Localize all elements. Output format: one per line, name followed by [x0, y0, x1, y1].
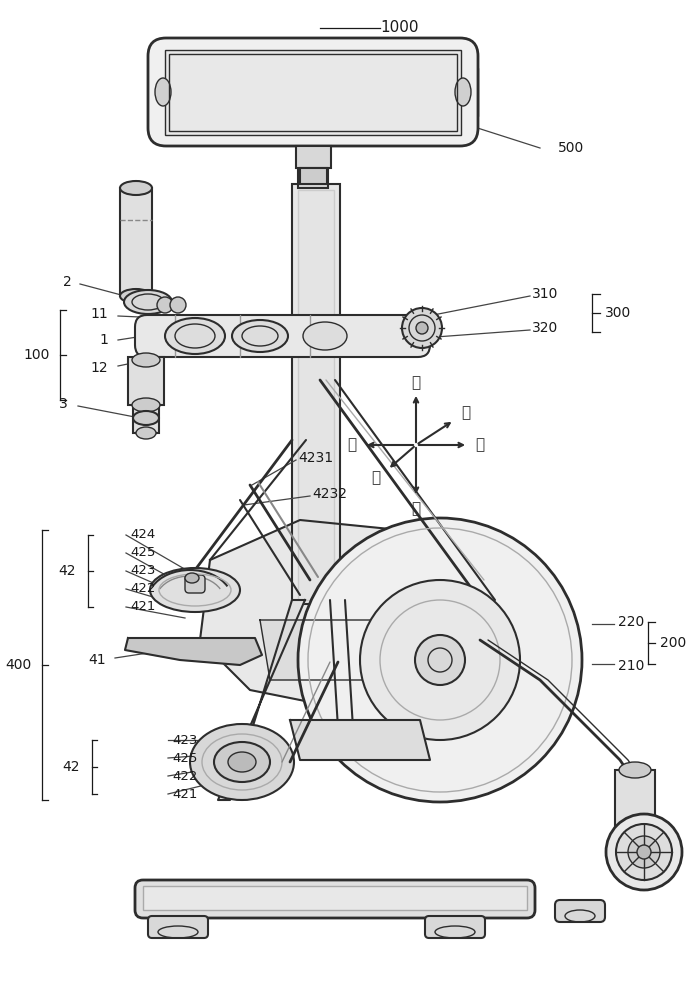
- Ellipse shape: [214, 742, 270, 782]
- Bar: [298, 168, 328, 188]
- Bar: [128, 357, 164, 405]
- Ellipse shape: [402, 308, 442, 348]
- Ellipse shape: [232, 320, 288, 352]
- FancyBboxPatch shape: [148, 916, 208, 938]
- Ellipse shape: [157, 297, 173, 313]
- Text: 41: 41: [88, 653, 106, 667]
- Text: 300: 300: [605, 306, 631, 320]
- Text: 42: 42: [59, 564, 76, 578]
- Polygon shape: [125, 638, 262, 665]
- Ellipse shape: [136, 427, 156, 439]
- Polygon shape: [218, 600, 305, 800]
- FancyBboxPatch shape: [135, 880, 535, 918]
- Text: 425: 425: [130, 546, 155, 560]
- Bar: [143, 886, 527, 910]
- Polygon shape: [290, 720, 430, 760]
- Text: 425: 425: [172, 752, 197, 764]
- Bar: [615, 770, 655, 840]
- Text: 421: 421: [172, 788, 197, 800]
- Text: 400: 400: [6, 658, 32, 672]
- Text: 310: 310: [532, 287, 559, 301]
- FancyBboxPatch shape: [148, 38, 478, 146]
- Ellipse shape: [120, 181, 152, 195]
- Ellipse shape: [155, 78, 171, 106]
- Ellipse shape: [360, 580, 520, 740]
- Polygon shape: [260, 620, 410, 680]
- Text: 421: 421: [130, 600, 155, 613]
- Ellipse shape: [150, 568, 240, 612]
- Text: 后: 后: [371, 470, 380, 485]
- Bar: [169, 54, 457, 131]
- Ellipse shape: [298, 518, 582, 802]
- Text: 4232: 4232: [312, 487, 347, 501]
- Bar: [133, 405, 159, 433]
- Ellipse shape: [303, 322, 347, 350]
- Text: 前: 前: [461, 405, 470, 420]
- Text: 4231: 4231: [298, 451, 333, 465]
- Text: 上: 上: [412, 375, 421, 390]
- Ellipse shape: [628, 836, 660, 868]
- Bar: [292, 184, 340, 604]
- Ellipse shape: [619, 762, 651, 778]
- Ellipse shape: [132, 398, 160, 412]
- Text: 422: 422: [130, 582, 155, 595]
- Text: 424: 424: [130, 528, 155, 542]
- Text: 100: 100: [24, 348, 50, 362]
- Ellipse shape: [170, 297, 186, 313]
- Text: 2: 2: [63, 275, 72, 289]
- FancyBboxPatch shape: [555, 900, 605, 922]
- Ellipse shape: [637, 845, 651, 859]
- Text: 423: 423: [172, 734, 197, 746]
- FancyBboxPatch shape: [425, 916, 485, 938]
- Bar: [165, 50, 461, 135]
- Ellipse shape: [124, 290, 172, 314]
- Text: 11: 11: [90, 307, 108, 321]
- Ellipse shape: [228, 752, 256, 772]
- Ellipse shape: [185, 573, 199, 583]
- Bar: [120, 188, 152, 296]
- Text: 220: 220: [618, 615, 644, 629]
- Polygon shape: [200, 520, 490, 710]
- Ellipse shape: [132, 353, 160, 367]
- Bar: [296, 146, 331, 168]
- Text: 右: 右: [475, 438, 484, 452]
- Text: 210: 210: [618, 659, 645, 673]
- Ellipse shape: [133, 411, 159, 425]
- Text: 12: 12: [90, 361, 108, 375]
- Text: 423: 423: [130, 564, 155, 578]
- Ellipse shape: [416, 322, 428, 334]
- Text: 200: 200: [660, 636, 686, 650]
- Text: 422: 422: [172, 770, 197, 782]
- Text: 320: 320: [532, 321, 559, 335]
- Ellipse shape: [455, 78, 471, 106]
- Bar: [300, 168, 327, 184]
- FancyBboxPatch shape: [185, 575, 205, 593]
- Text: 1000: 1000: [381, 20, 419, 35]
- Text: 下: 下: [412, 502, 421, 516]
- Text: 3: 3: [60, 397, 68, 411]
- Ellipse shape: [190, 724, 294, 800]
- Ellipse shape: [165, 318, 225, 354]
- Text: 左: 左: [347, 438, 356, 452]
- Text: 42: 42: [62, 760, 80, 774]
- Bar: [298, 190, 334, 600]
- FancyBboxPatch shape: [135, 315, 430, 357]
- Ellipse shape: [606, 814, 682, 890]
- Ellipse shape: [616, 824, 672, 880]
- Ellipse shape: [120, 289, 152, 303]
- Ellipse shape: [415, 635, 465, 685]
- Text: 500: 500: [558, 141, 584, 155]
- Text: 1: 1: [99, 333, 108, 347]
